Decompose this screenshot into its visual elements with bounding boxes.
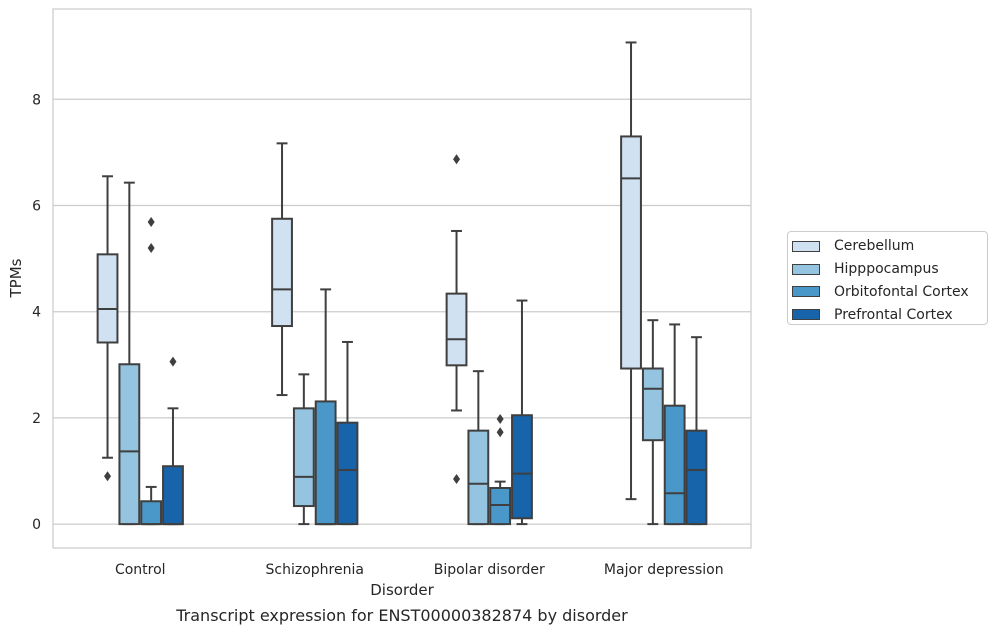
legend-label: Prefrontal Cortex bbox=[834, 306, 953, 323]
y-tick-label: 4 bbox=[32, 305, 41, 321]
x-tick-label: Bipolar disorder bbox=[434, 562, 545, 578]
legend-label: Orbitofontal Cortex bbox=[834, 283, 969, 300]
y-tick-label: 2 bbox=[32, 411, 41, 427]
legend-swatch bbox=[792, 286, 820, 298]
legend: Cerebellum Hipppocampus Orbitofontal Cor… bbox=[787, 231, 988, 325]
box-body bbox=[336, 421, 359, 526]
y-tick-labels: 0 2 4 6 8 bbox=[32, 92, 41, 533]
box-hipppocampus bbox=[467, 370, 490, 526]
box-body bbox=[641, 367, 664, 442]
box-cerebellum bbox=[620, 41, 642, 501]
box-body bbox=[467, 429, 490, 526]
box-body bbox=[663, 404, 686, 526]
outlier-marker bbox=[147, 216, 155, 227]
legend-swatch bbox=[792, 240, 820, 252]
box-orbitofontal-cortex bbox=[663, 323, 686, 526]
legend-swatch bbox=[792, 263, 820, 275]
gridlines bbox=[53, 98, 751, 525]
legend-item-cerebellum: Cerebellum bbox=[792, 235, 987, 258]
outlier-marker bbox=[453, 154, 461, 165]
box-body bbox=[314, 400, 337, 526]
box-orbitofontal-cortex bbox=[314, 288, 337, 526]
box-prefrontal-cortex bbox=[685, 336, 708, 526]
box-body bbox=[489, 486, 512, 526]
outlier-marker bbox=[496, 413, 504, 424]
box-orbitofontal-cortex bbox=[140, 216, 163, 526]
box-body bbox=[445, 292, 468, 367]
outlier-marker bbox=[169, 356, 177, 367]
legend-item-orbitofrontal-cortex: Orbitofontal Cortex bbox=[792, 281, 987, 304]
box-body bbox=[292, 407, 315, 508]
outlier-marker bbox=[104, 471, 112, 482]
box-prefrontal-cortex bbox=[511, 299, 533, 526]
y-axis-label: TPMs bbox=[7, 258, 25, 298]
legend-swatch bbox=[792, 309, 820, 321]
x-tick-label: Control bbox=[115, 562, 166, 578]
x-axis-label: Disorder bbox=[370, 581, 434, 599]
box-body bbox=[118, 363, 141, 526]
x-tick-label: Major depression bbox=[604, 562, 724, 578]
box-hipppocampus bbox=[641, 319, 664, 526]
legend-item-prefrontal-cortex: Prefrontal Cortex bbox=[792, 303, 987, 326]
plot-frame bbox=[52, 8, 752, 549]
box-cerebellum bbox=[445, 154, 468, 484]
chart-caption: Transcript expression for ENST0000038287… bbox=[176, 606, 628, 625]
box-body bbox=[96, 253, 119, 344]
box-cerebellum bbox=[271, 142, 293, 397]
box-hipppocampus bbox=[118, 181, 141, 526]
box-cerebellum bbox=[96, 175, 119, 482]
y-tick-label: 6 bbox=[32, 198, 41, 214]
x-tick-label: Schizophrenia bbox=[266, 562, 364, 578]
legend-item-hippocampus: Hipppocampus bbox=[792, 258, 987, 281]
box-hipppocampus bbox=[292, 373, 315, 526]
outlier-marker bbox=[147, 242, 155, 253]
box-body bbox=[140, 500, 163, 526]
box-body bbox=[271, 217, 293, 328]
x-tick-labels: Control Schizophrenia Bipolar disorder Majo… bbox=[115, 562, 724, 578]
outlier-marker bbox=[453, 473, 461, 484]
outlier-marker bbox=[496, 427, 504, 438]
box-body bbox=[620, 135, 642, 370]
box-body bbox=[511, 414, 533, 520]
box-body bbox=[162, 465, 184, 526]
y-tick-label: 0 bbox=[32, 517, 41, 533]
legend-label: Cerebellum bbox=[834, 238, 915, 255]
box-orbitofontal-cortex bbox=[489, 413, 512, 526]
box-body bbox=[685, 429, 708, 526]
y-tick-label: 8 bbox=[32, 92, 41, 108]
box-prefrontal-cortex bbox=[336, 340, 359, 526]
legend-label: Hipppocampus bbox=[834, 261, 939, 278]
box-prefrontal-cortex bbox=[162, 356, 184, 526]
boxes-layer bbox=[96, 41, 708, 526]
